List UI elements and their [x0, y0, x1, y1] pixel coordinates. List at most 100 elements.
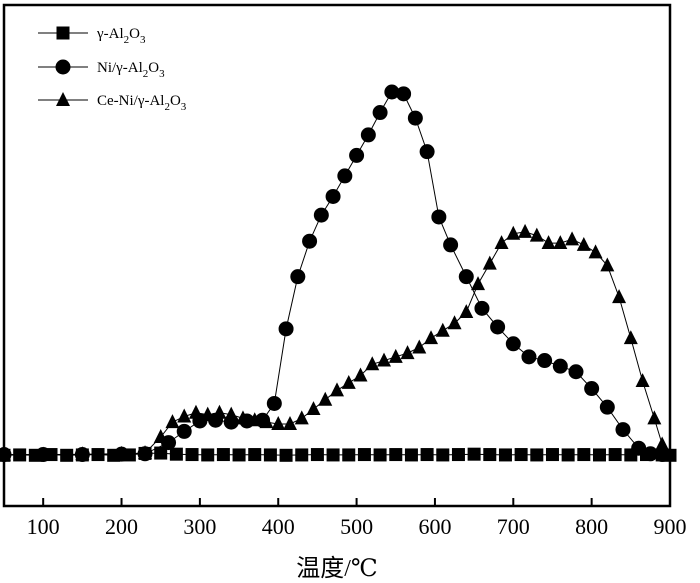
data-point [612, 289, 627, 304]
data-point [576, 236, 591, 251]
data-point [459, 304, 474, 319]
data-point [177, 408, 192, 423]
x-axis-title: 温度/℃ [296, 555, 378, 582]
data-point [412, 339, 427, 354]
data-point [349, 147, 365, 163]
data-point [282, 415, 297, 430]
plot-frame [2, 3, 672, 508]
data-point [424, 330, 439, 345]
data-point [342, 448, 356, 462]
data-point [494, 235, 509, 250]
series-line [4, 231, 663, 456]
data-point [188, 404, 203, 419]
x-tick-label: 400 [262, 514, 295, 539]
data-point [545, 448, 559, 462]
series-layer [0, 84, 677, 463]
data-point [373, 448, 387, 462]
x-ticks: 100 200 300 400 500 600 700 800 900 [27, 498, 687, 539]
legend-marker [56, 26, 70, 40]
data-point [514, 448, 528, 462]
data-point [568, 364, 584, 380]
data-point [306, 401, 321, 416]
data-point [447, 315, 462, 330]
data-point [200, 406, 215, 421]
data-point [565, 231, 580, 246]
data-point [623, 330, 638, 345]
data-point [165, 414, 180, 429]
data-point [138, 445, 153, 460]
data-point [247, 412, 262, 427]
data-point [153, 429, 168, 444]
data-point [360, 127, 376, 143]
data-point [400, 345, 415, 360]
data-point [608, 448, 622, 462]
data-point [521, 349, 537, 365]
data-point [599, 399, 615, 415]
legend-marker [55, 59, 71, 75]
data-point [36, 446, 51, 461]
data-point [588, 244, 603, 259]
x-tick-label: 600 [418, 514, 451, 539]
data-point [271, 415, 286, 430]
data-point [561, 448, 575, 462]
x-tick-label: 100 [27, 514, 60, 539]
data-point [341, 374, 356, 389]
x-tick-label: 300 [183, 514, 216, 539]
data-point [431, 209, 447, 225]
data-point [443, 237, 459, 253]
legend-marker [56, 92, 70, 106]
data-point [474, 300, 490, 316]
data-point [326, 448, 340, 462]
x-tick-label: 500 [340, 514, 373, 539]
data-point [75, 446, 90, 461]
x-tick-label: 900 [654, 514, 687, 539]
data-point [357, 448, 371, 462]
data-point [278, 321, 294, 337]
data-point [529, 227, 544, 242]
data-point [419, 144, 435, 160]
legend-label: γ-Al2O3 [96, 26, 146, 46]
data-point [404, 448, 418, 462]
legend-label: Ni/γ-Al2O3 [97, 60, 165, 80]
data-point [169, 447, 183, 461]
data-point [388, 348, 403, 363]
data-point [201, 448, 215, 462]
x-tick-label: 800 [575, 514, 608, 539]
legend: γ-Al2O3 Ni/γ-Al2O3 Ce-Ni/γ-Al2O3 [38, 26, 187, 113]
data-point [436, 448, 450, 462]
data-point [325, 188, 341, 204]
data-point [407, 110, 423, 126]
data-point [552, 358, 568, 374]
data-point [330, 382, 344, 397]
series-circle [0, 84, 670, 463]
x-tick-label: 200 [105, 514, 138, 539]
data-point [372, 105, 388, 121]
data-point [313, 207, 329, 223]
data-point [451, 448, 465, 462]
data-point [310, 448, 324, 462]
data-point [60, 448, 74, 462]
series-triangle [0, 223, 670, 461]
data-point [154, 446, 168, 460]
data-point [337, 168, 353, 184]
data-point [506, 225, 521, 240]
data-point [490, 319, 506, 335]
data-point [353, 367, 368, 382]
series-line [4, 91, 663, 456]
data-point [318, 391, 333, 406]
data-point [212, 404, 227, 419]
data-point [577, 448, 591, 462]
data-point [655, 436, 670, 451]
data-point [482, 255, 497, 270]
data-point [259, 414, 274, 429]
data-point [642, 446, 658, 462]
data-point [647, 410, 662, 425]
data-point [279, 448, 293, 462]
data-point [615, 422, 631, 438]
legend-label: Ce-Ni/γ-Al2O3 [97, 93, 187, 113]
data-point [235, 410, 250, 425]
data-point [553, 235, 568, 250]
data-point [185, 448, 199, 462]
data-point [654, 447, 670, 463]
